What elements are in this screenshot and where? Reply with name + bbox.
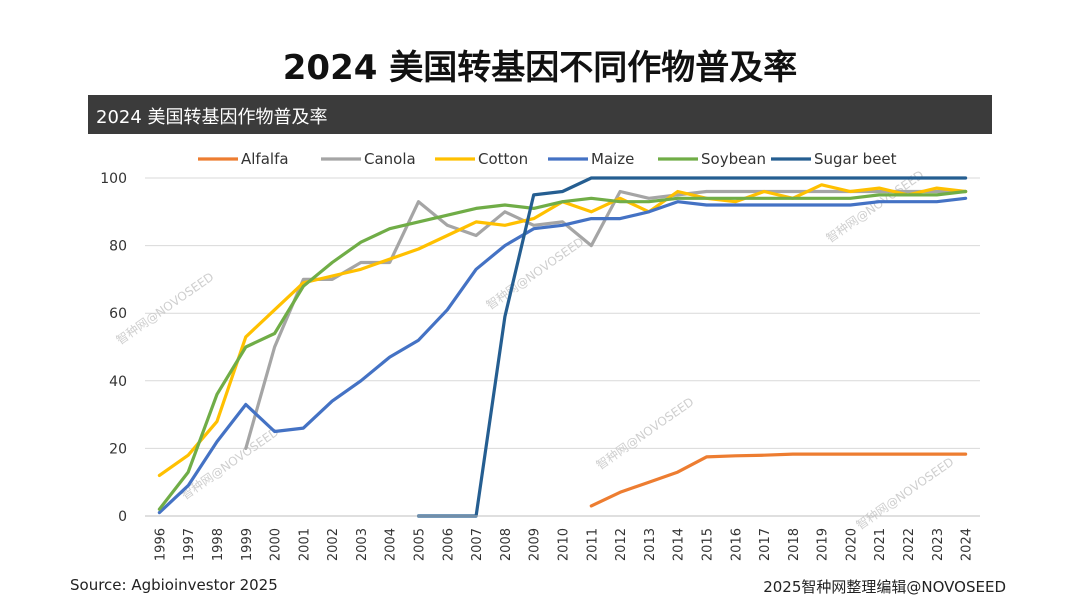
x-tick-label: 2024 — [960, 528, 975, 561]
series-line-canola — [244, 189, 968, 450]
x-tick-label: 1997 — [182, 528, 197, 561]
x-tick-label: 1996 — [153, 528, 168, 561]
legend-label: Cotton — [478, 150, 528, 168]
y-tick-label: 40 — [109, 374, 127, 390]
chart-title: 2024 美国转基因作物普及率 — [96, 107, 328, 128]
x-tick-label: 2005 — [413, 528, 428, 561]
series-lines — [157, 176, 968, 518]
watermark-text: 智种网@NOVOSEED — [853, 454, 956, 533]
series-line-soybean — [157, 189, 968, 511]
x-tick-label: 2016 — [729, 528, 744, 561]
y-tick-label: 20 — [109, 441, 127, 457]
x-tick-label: 2017 — [758, 528, 773, 561]
x-tick-label: 2006 — [441, 528, 456, 561]
legend-label: Canola — [364, 150, 416, 168]
watermark-layer: 智种网@NOVOSEED 智种网@NOVOSEED 智种网@NOVOSEED 智种网@… — [113, 167, 956, 533]
x-tick-label: 2023 — [931, 528, 946, 561]
y-tick-label: 80 — [109, 239, 127, 255]
x-axis: 1996 1997 1998 1999 2000 2001 2002 2003 2004 2005… — [145, 515, 980, 561]
watermark-text: 智种网@NOVOSEED — [113, 269, 216, 348]
x-tick-label: 2011 — [585, 528, 600, 561]
chart-title-banner: 2024 美国转基因作物普及率 — [88, 95, 992, 134]
x-tick-label: 2007 — [470, 528, 485, 561]
x-tick-label: 2002 — [326, 528, 341, 561]
y-axis: 0 20 40 60 80 100 — [100, 171, 127, 525]
legend-label: Soybean — [701, 150, 766, 168]
legend-label: Maize — [591, 150, 634, 168]
x-tick-label: 2001 — [297, 528, 312, 561]
x-tick-label: 2000 — [269, 528, 284, 561]
x-tick-label: 1998 — [211, 528, 226, 561]
watermark-text: 智种网@NOVOSEED — [593, 394, 696, 473]
x-tick-label: 2021 — [873, 528, 888, 561]
watermark-text: 智种网@NOVOSEED — [178, 424, 281, 503]
series-line-maize — [157, 196, 968, 515]
legend-label: Alfalfa — [241, 150, 289, 168]
x-tick-label: 2012 — [614, 528, 629, 561]
x-tick-label: 2013 — [643, 528, 658, 561]
x-tick-label: 2003 — [355, 528, 370, 561]
x-tick-label: 2019 — [816, 528, 831, 561]
y-tick-label: 100 — [100, 171, 127, 187]
x-tick-label: 2014 — [672, 528, 687, 561]
y-tick-label: 60 — [109, 306, 127, 322]
legend-label: Sugar beet — [814, 150, 897, 168]
x-tick-label: 2004 — [384, 528, 399, 561]
x-tick-label: 2010 — [557, 528, 572, 561]
x-tick-label: 2009 — [528, 528, 543, 561]
credit-note: 2025智种网整理编辑@NOVOSEED — [763, 578, 1006, 596]
y-tick-label: 0 — [118, 509, 127, 525]
x-tick-label: 2020 — [844, 528, 859, 561]
x-tick-label: 2018 — [787, 528, 802, 561]
x-tick-label: 2008 — [499, 528, 514, 561]
x-tick-label: 2022 — [902, 528, 917, 561]
x-tick-label: 2015 — [700, 528, 715, 561]
series-line-alfalfa — [589, 452, 968, 508]
source-note: Source: Agbioinvestor 2025 — [70, 576, 278, 594]
page-title: 2024 美国转基因不同作物普及率 — [282, 48, 798, 88]
legend: Alfalfa Canola Cotton Maize Soybean Sugar bee… — [198, 150, 897, 168]
series-line-sugar-beet — [416, 176, 968, 518]
x-tick-label: 1999 — [240, 528, 255, 561]
